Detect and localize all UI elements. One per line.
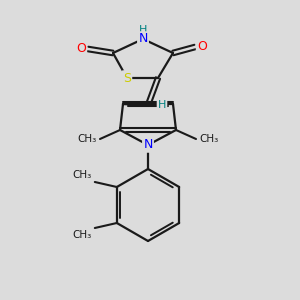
Text: CH₃: CH₃ (73, 230, 92, 240)
Text: N: N (143, 139, 153, 152)
Text: H: H (139, 25, 147, 35)
Text: O: O (197, 40, 207, 53)
Text: CH₃: CH₃ (199, 134, 218, 144)
Text: CH₃: CH₃ (78, 134, 97, 144)
Text: H: H (158, 100, 166, 110)
Text: CH₃: CH₃ (73, 170, 92, 180)
Text: S: S (123, 71, 131, 85)
Text: O: O (76, 43, 86, 56)
Text: N: N (138, 32, 148, 46)
